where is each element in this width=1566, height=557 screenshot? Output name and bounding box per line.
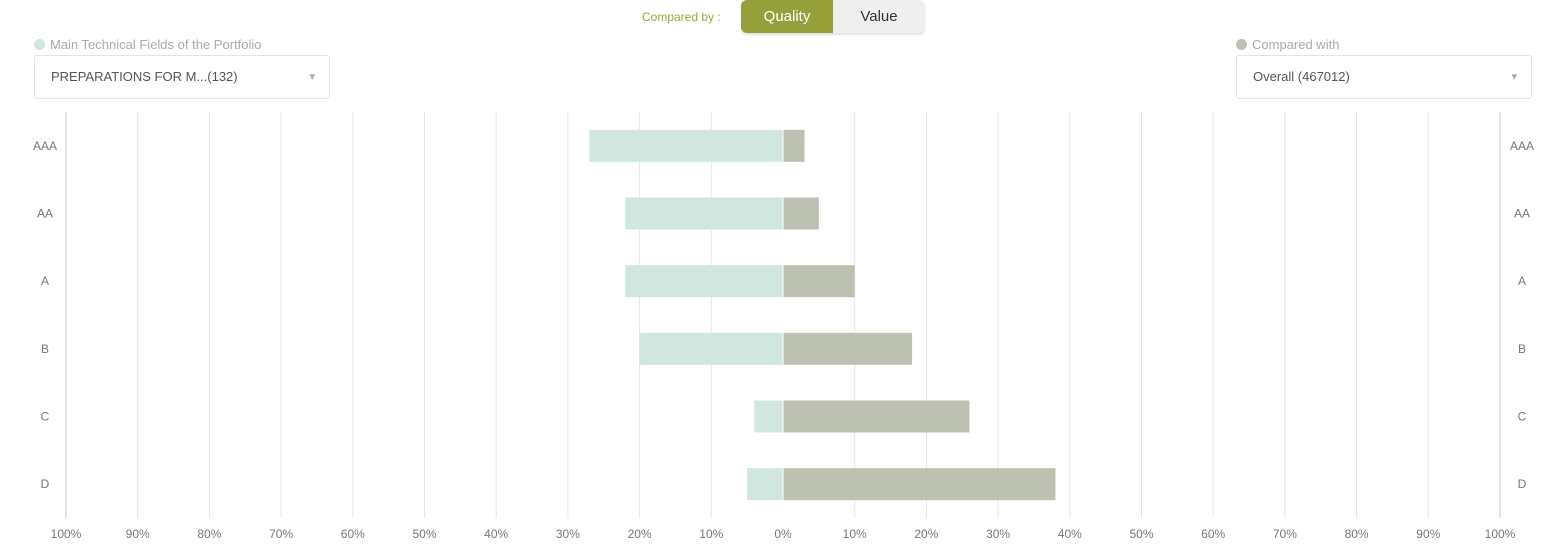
category-label-right: AA: [1514, 207, 1530, 221]
category-label-left: AAA: [33, 139, 57, 153]
x-tick-label: 30%: [556, 527, 580, 541]
x-tick-label: 40%: [1058, 527, 1082, 541]
x-tick-label: 30%: [986, 527, 1010, 541]
left-legend: Main Technical Fields of the Portfolio: [34, 37, 261, 52]
value-toggle-button[interactable]: Value: [860, 8, 898, 25]
x-tick-label: 40%: [484, 527, 508, 541]
right-bar: [783, 400, 970, 433]
x-tick-label: 0%: [774, 527, 792, 541]
compared-with-select-value: Overall (467012): [1253, 69, 1350, 84]
right-legend-dot-icon: [1236, 39, 1247, 50]
technical-field-select-value: PREPARATIONS FOR M...(132): [51, 69, 238, 84]
x-tick-label: 80%: [1345, 527, 1369, 541]
x-tick-label: 100%: [1485, 527, 1516, 541]
right-bar: [783, 332, 913, 365]
right-legend: Compared with: [1236, 37, 1339, 52]
category-label-left: C: [41, 410, 50, 424]
category-label-right: D: [1518, 477, 1527, 491]
x-tick-label: 10%: [699, 527, 723, 541]
left-legend-dot-icon: [34, 39, 45, 50]
technical-field-select[interactable]: PREPARATIONS FOR M...(132) ▾: [34, 55, 330, 99]
x-tick-label: 70%: [1273, 527, 1297, 541]
x-tick-label: 70%: [269, 527, 293, 541]
right-bar: [783, 129, 805, 162]
x-tick-label: 90%: [126, 527, 150, 541]
category-label-right: B: [1518, 342, 1526, 356]
dropdown-caret-icon: ▾: [309, 71, 315, 83]
left-legend-label: Main Technical Fields of the Portfolio: [50, 37, 262, 52]
category-label-left: A: [41, 274, 49, 288]
compared-with-select[interactable]: Overall (467012) ▾: [1236, 55, 1532, 99]
left-bar: [625, 197, 783, 230]
dropdown-caret-icon: ▾: [1511, 71, 1517, 83]
x-tick-label: 50%: [412, 527, 436, 541]
category-label-right: AAA: [1510, 139, 1534, 153]
left-bar: [747, 468, 783, 501]
category-label-left: D: [41, 477, 50, 491]
category-label-right: A: [1518, 274, 1526, 288]
right-bar: [783, 265, 855, 298]
x-tick-label: 60%: [1201, 527, 1225, 541]
x-tick-label: 20%: [628, 527, 652, 541]
x-tick-label: 100%: [51, 527, 82, 541]
category-label-left: B: [41, 342, 49, 356]
left-bar: [639, 332, 783, 365]
category-label-right: C: [1518, 410, 1527, 424]
x-tick-label: 50%: [1129, 527, 1153, 541]
x-tick-label: 80%: [197, 527, 221, 541]
x-tick-label: 60%: [341, 527, 365, 541]
quality-value-toggle: Quality Value: [741, 0, 925, 33]
x-tick-label: 10%: [843, 527, 867, 541]
compare-bar: Compared by : Quality Value: [0, 0, 1566, 36]
right-bar: [783, 197, 819, 230]
x-tick-label: 90%: [1416, 527, 1440, 541]
category-label-left: AA: [37, 207, 53, 221]
quality-toggle-button[interactable]: Quality: [741, 0, 833, 33]
left-bar: [589, 129, 783, 162]
right-bar: [783, 468, 1056, 501]
left-bar: [625, 265, 783, 298]
x-tick-label: 20%: [914, 527, 938, 541]
compared-by-label: Compared by :: [642, 10, 721, 24]
left-bar: [754, 400, 783, 433]
right-legend-label: Compared with: [1252, 37, 1340, 52]
